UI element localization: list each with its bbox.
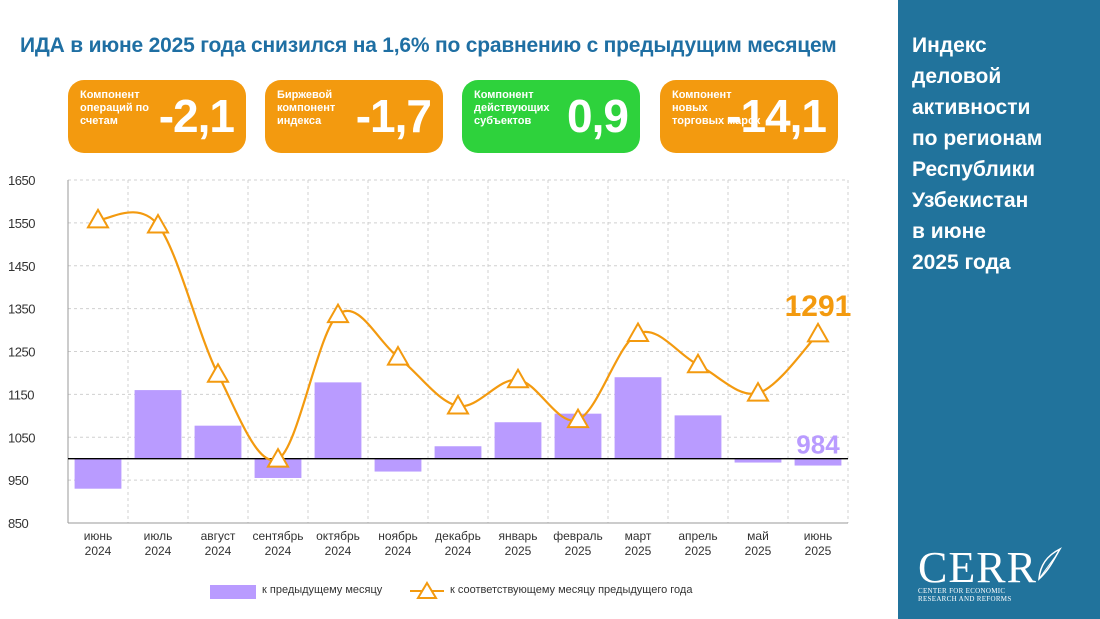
- line-point-marker: [326, 302, 350, 324]
- line-point-marker: [86, 207, 110, 229]
- leaf-icon: [1038, 547, 1062, 581]
- y-tick-label: 850: [8, 516, 28, 531]
- bar: [434, 446, 482, 459]
- x-tick-label-month: сентябрь: [252, 529, 303, 543]
- legend-bar-swatch: [210, 585, 256, 599]
- x-tick-label-month: май: [747, 529, 769, 543]
- line-point-marker: [386, 345, 410, 366]
- card-value: -14,1: [726, 90, 827, 142]
- bar: [374, 458, 422, 472]
- x-tick-label-month: июль: [144, 529, 173, 543]
- y-tick-label: 1550: [8, 216, 35, 231]
- y-tick-label: 1050: [8, 430, 35, 445]
- line-point-marker: [686, 352, 710, 374]
- x-tick-label-month: апрель: [678, 529, 717, 543]
- x-tick-label-month: декабрь: [435, 529, 481, 543]
- data-label: 984: [796, 430, 840, 460]
- bar: [134, 390, 182, 459]
- bar: [194, 425, 242, 459]
- bar: [314, 382, 362, 459]
- card-value: 0,9: [567, 90, 629, 142]
- card-active-entities: Компонент действующих субъектов 0,9: [462, 80, 640, 153]
- line-point-marker: [806, 321, 830, 343]
- line-point-marker: [146, 213, 170, 234]
- x-tick-label-year: 2025: [505, 544, 532, 558]
- x-tick-label-year: 2024: [265, 544, 292, 558]
- card-label: Компонент действующих субъектов: [474, 89, 550, 127]
- bar: [674, 415, 722, 459]
- side-panel-title: Индекс деловой активности по регионам Ре…: [912, 34, 1043, 274]
- y-tick-label: 1350: [8, 302, 35, 317]
- card-exchange-component: Биржевой компонент индекса -1,7: [265, 80, 443, 153]
- card-value: -1,7: [355, 90, 432, 142]
- x-tick-label-year: 2024: [85, 544, 112, 558]
- data-label: 1291: [785, 290, 852, 323]
- line-point-marker: [446, 393, 470, 415]
- x-tick-label-year: 2025: [685, 544, 712, 558]
- logo-subtitle: CENTER FOR ECONOMIC RESEARCH AND REFORMS: [918, 587, 1012, 603]
- line-point-marker: [506, 367, 530, 389]
- x-tick-label-year: 2024: [325, 544, 352, 558]
- y-tick-label: 1450: [8, 259, 35, 274]
- chart: 8509501050115012501350145015501650июнь20…: [8, 173, 852, 558]
- bar: [614, 377, 662, 459]
- line-point-marker: [266, 447, 290, 468]
- x-tick-label-year: 2025: [625, 544, 652, 558]
- x-tick-label-year: 2024: [145, 544, 172, 558]
- line-point-marker: [626, 321, 650, 342]
- bar: [494, 422, 542, 459]
- y-tick-label: 1150: [8, 387, 34, 402]
- card-label: Компонент новых торговых марок: [672, 89, 761, 127]
- x-tick-label-year: 2024: [205, 544, 232, 558]
- card-label: Биржевой компонент индекса: [277, 89, 336, 127]
- card-value: -2,1: [158, 90, 235, 142]
- x-tick-label-year: 2025: [745, 544, 772, 558]
- bar: [734, 458, 782, 463]
- line-point-marker: [566, 407, 590, 429]
- bar: [254, 458, 302, 478]
- y-tick-label: 950: [8, 473, 28, 488]
- x-tick-label-month: октябрь: [316, 529, 360, 543]
- card-label: Компонент операций по счетам: [80, 89, 150, 127]
- x-tick-label-month: январь: [499, 529, 538, 543]
- x-tick-label-year: 2024: [445, 544, 472, 558]
- x-tick-label-month: февраль: [553, 529, 603, 543]
- x-tick-label-month: ноябрь: [378, 529, 418, 543]
- x-tick-label-year: 2025: [805, 544, 832, 558]
- legend-bar-label: к предыдущему месяцу: [262, 584, 383, 596]
- x-tick-label-month: июнь: [804, 529, 833, 543]
- side-panel: Индекс деловой активности по регионам Ре…: [898, 0, 1100, 619]
- line-point-marker: [206, 362, 230, 383]
- bar: [794, 458, 842, 466]
- x-tick-label-year: 2024: [385, 544, 412, 558]
- legend-line-swatch: [410, 581, 444, 599]
- card-new-trademarks: Компонент новых торговых марок -14,1: [660, 80, 838, 153]
- y-tick-label: 1650: [8, 173, 35, 188]
- cerr-logo: CERR CENTER FOR ECONOMIC RESEARCH AND RE…: [918, 545, 1083, 605]
- x-tick-label-month: июнь: [84, 529, 113, 543]
- line-point-marker: [746, 381, 770, 402]
- legend-line-label: к соответствующему месяцу предыдущего го…: [450, 584, 693, 596]
- page-title: ИДА в июне 2025 года снизился на 1,6% по…: [20, 34, 837, 57]
- logo-name: CERR: [918, 543, 1037, 592]
- x-tick-label-month: август: [201, 529, 236, 543]
- bar: [74, 458, 122, 489]
- x-tick-label-month: март: [625, 529, 652, 543]
- y-tick-label: 1250: [8, 345, 35, 360]
- x-tick-label-year: 2025: [565, 544, 592, 558]
- card-account-operations: Компонент операций по счетам -2,1: [68, 80, 246, 153]
